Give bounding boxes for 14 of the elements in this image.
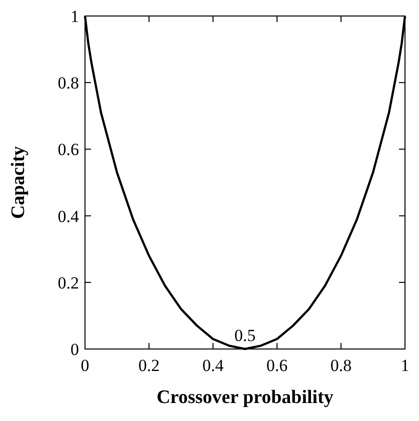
y-tick-label: 0.4: [58, 206, 80, 226]
y-tick-label: 1: [70, 6, 79, 26]
x-axis-title: Crossover probability: [156, 387, 334, 408]
y-tick-label: 0.6: [58, 140, 79, 160]
annotation: 0.5: [234, 326, 256, 345]
x-tick-label: 0.2: [138, 356, 160, 375]
x-tick-label: 1: [400, 356, 410, 375]
y-axis-title: Capacity: [8, 146, 29, 219]
x-tick-label: 0.4: [202, 356, 224, 375]
x-tick-label: 0.6: [266, 356, 288, 375]
y-tick-label: 0: [70, 340, 79, 359]
y-tick-label: 0.8: [58, 74, 79, 93]
x-tick-label: 0.8: [330, 356, 352, 375]
y-tick-label: 0.2: [58, 273, 79, 292]
